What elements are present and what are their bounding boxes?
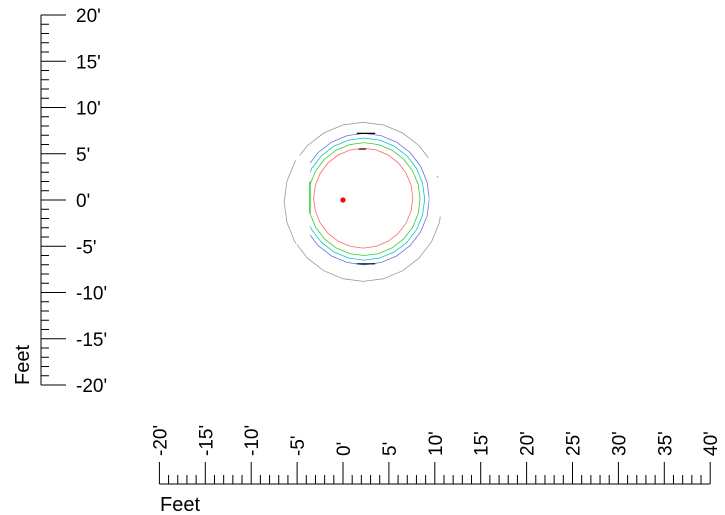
x-tick-label: 35' [655,431,676,456]
x-tick-label: 10' [426,431,447,456]
contour-rings [283,121,452,282]
x-tick-label: -15' [196,425,217,456]
y-tick-label: -20' [76,376,107,397]
y-tick-label: 0' [76,191,90,212]
x-tick-label: 20' [518,431,539,456]
x-tick-label: 0' [334,442,355,456]
x-tick-label: 15' [472,431,493,456]
contour-ring [283,121,443,282]
y-tick-label: 15' [76,52,101,73]
contour-ring [303,137,426,261]
y-tick-label: 20' [76,6,101,27]
right-gap-mask [428,155,451,176]
x-axis-ruler: -20' -15' -10' -5' 0' 5' 10' 15' 20' 25' 30' 35' 40' [150,425,722,485]
x-tick-label: 25' [564,431,585,456]
x-tick-label: -10' [242,425,263,456]
x-axis-title: Feet [160,494,200,515]
x-tick-label: 5' [380,442,401,456]
y-axis-title: Feet [12,345,34,385]
contour-ring [307,142,421,256]
y-tick-label: -5' [76,237,97,258]
y-tick-label: 10' [76,99,101,120]
y-axis-ruler: 20' 15' 10' 5' 0' -5' -10' -15' -20' [40,6,107,397]
contour-ring [313,147,414,249]
origin-marker [340,197,346,203]
x-tick-label: -20' [150,425,171,456]
y-tick-label: -15' [76,330,107,351]
left-gap-mask [296,155,311,245]
x-tick-label: -5' [288,435,309,456]
x-tick-label: 40' [701,431,722,456]
y-tick-label: 5' [76,145,90,166]
right-gap-mask [429,177,452,217]
x-tick-label: 30' [609,431,630,456]
contour-ring [298,132,430,266]
y-tick-label: -10' [76,284,107,305]
